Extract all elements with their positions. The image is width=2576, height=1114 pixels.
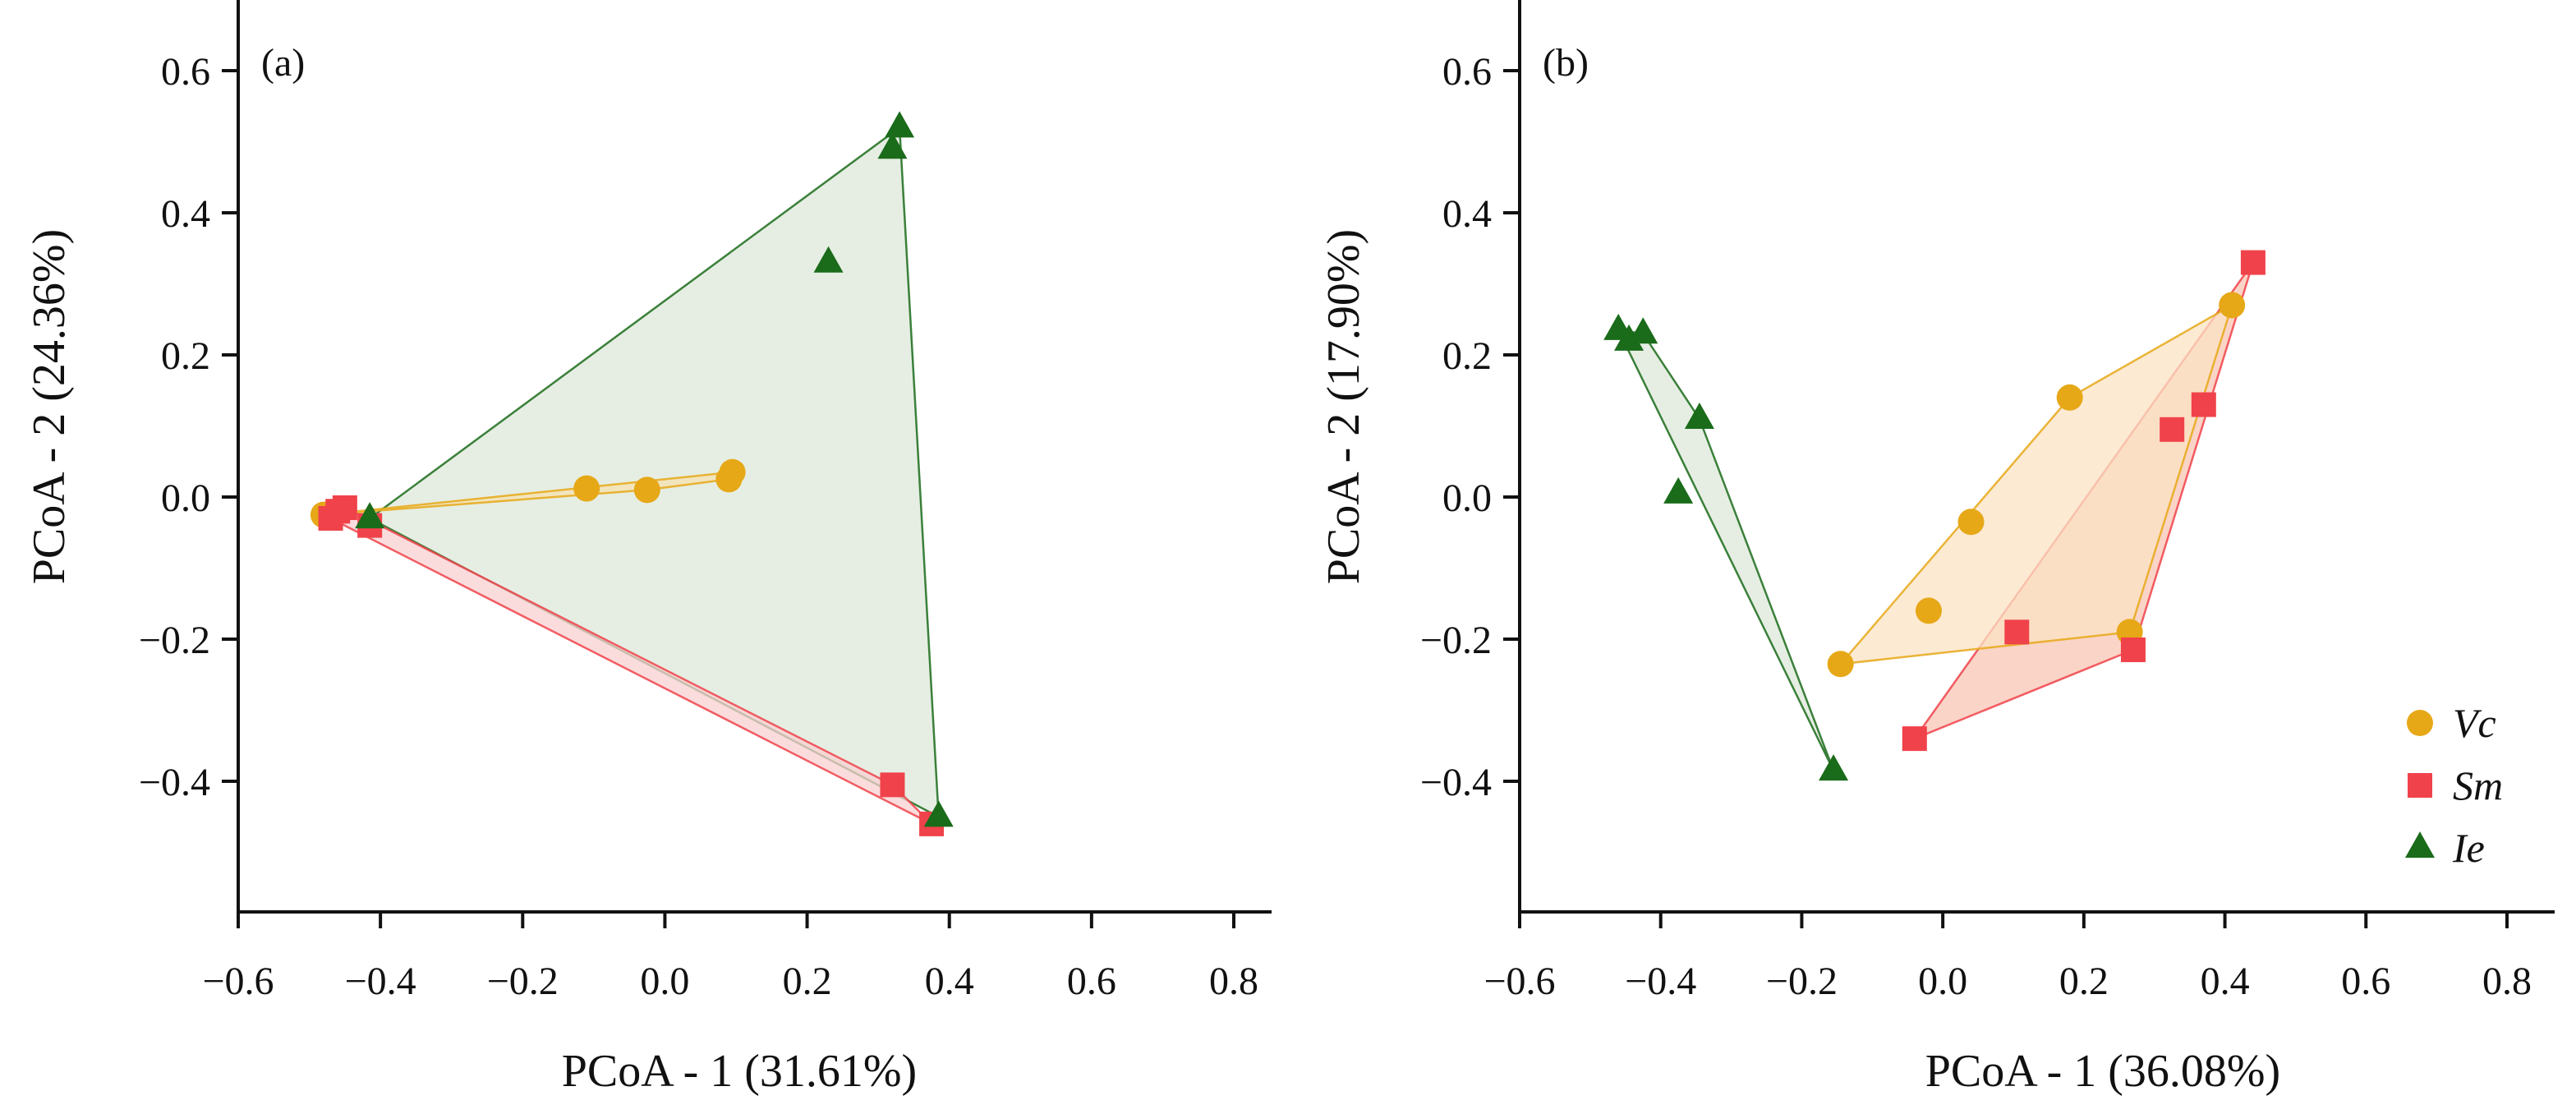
legend-label-sm: Sm — [2453, 762, 2503, 808]
point-sm — [2191, 392, 2216, 417]
point-sm — [2240, 250, 2266, 275]
point-ie — [885, 111, 915, 138]
y-tick-label: 0.6 — [161, 50, 210, 94]
y-tick-label: 0.0 — [1442, 476, 1492, 520]
point-sm — [2160, 417, 2185, 442]
point-ie — [1628, 317, 1658, 344]
y-tick-label: −0.4 — [139, 761, 210, 804]
point-vc — [2056, 384, 2083, 411]
x-axis-title: PCoA - 1 (31.61%) — [562, 1046, 917, 1097]
hull-ie — [1617, 329, 1835, 771]
point-sm — [2120, 637, 2146, 662]
legend-label-ie: Ie — [2452, 825, 2485, 871]
y-tick-label: −0.2 — [1420, 619, 1492, 662]
x-tick-label: 0.8 — [1209, 960, 1258, 1003]
x-tick-label: 0.4 — [2201, 960, 2250, 1003]
point-ie — [877, 132, 908, 159]
panel-a: −0.6 −0.4 −0.2 0.0 0.2 0.4 0.6 0.8 −0.4 −0.2 0.0 0.… — [24, 0, 1272, 1097]
point-ie — [1663, 476, 1694, 504]
point-ie — [1819, 754, 1849, 781]
point-vc — [1915, 597, 1942, 624]
panel-b: −0.6 −0.4 −0.2 0.0 0.2 0.4 0.6 0.8 −0.4 −0.2 0.0 0.… — [1318, 0, 2555, 1097]
y-tick-label: 0.2 — [1442, 334, 1492, 378]
y-tick-label: 0.6 — [1442, 50, 1492, 94]
y-tick-label: −0.2 — [139, 619, 210, 662]
hull-vc — [1838, 302, 2234, 665]
legend-marker-ie — [2405, 831, 2435, 859]
point-sm — [880, 772, 905, 798]
point-vc — [1957, 509, 1985, 536]
panel-label: (a) — [261, 41, 305, 85]
legend: Vc Sm Ie — [2405, 700, 2503, 871]
point-vc — [573, 475, 600, 502]
x-tick-label: −0.2 — [487, 960, 559, 1003]
legend-label-vc: Vc — [2453, 700, 2496, 746]
point-vc — [719, 458, 746, 486]
panel-label: (b) — [1543, 41, 1589, 85]
legend-marker-sm — [2408, 773, 2432, 798]
point-ie — [1614, 324, 1644, 351]
point-ie — [923, 800, 954, 827]
point-ie — [813, 246, 844, 273]
x-tick-label: 0.8 — [2482, 960, 2532, 1003]
point-vc — [2219, 292, 2246, 319]
point-vc — [1827, 651, 1854, 678]
y-tick-label: 0.4 — [161, 192, 210, 236]
y-axis-title: PCoA - 2 (17.90%) — [1318, 229, 1369, 584]
y-tick-label: 0.0 — [161, 476, 210, 520]
point-ie — [1684, 403, 1714, 430]
hull-ie — [367, 125, 941, 819]
x-tick-label: −0.6 — [1484, 960, 1555, 1003]
point-ie — [355, 502, 385, 529]
point-sm — [332, 495, 357, 520]
point-sm — [2004, 619, 2030, 645]
x-axis-title: PCoA - 1 (36.08%) — [1925, 1046, 2280, 1097]
point-vc — [633, 476, 660, 504]
x-tick-label: 0.0 — [1918, 960, 1967, 1003]
x-tick-label: 0.4 — [925, 960, 974, 1003]
y-tick-label: 0.2 — [161, 334, 210, 378]
x-tick-label: 0.2 — [783, 960, 832, 1003]
y-tick-label: −0.4 — [1420, 761, 1492, 804]
x-tick-label: −0.2 — [1766, 960, 1838, 1003]
point-sm — [1902, 726, 1927, 752]
x-tick-label: −0.4 — [1625, 960, 1696, 1003]
x-tick-label: −0.4 — [345, 960, 416, 1003]
y-axis-title: PCoA - 2 (24.36%) — [24, 229, 75, 584]
legend-marker-vc — [2407, 710, 2433, 736]
x-tick-label: 0.6 — [2341, 960, 2390, 1003]
x-tick-label: 0.2 — [2059, 960, 2109, 1003]
x-tick-label: 0.0 — [640, 960, 689, 1003]
x-tick-label: −0.6 — [202, 960, 274, 1003]
y-tick-label: 0.4 — [1442, 192, 1492, 236]
x-tick-label: 0.6 — [1067, 960, 1116, 1003]
